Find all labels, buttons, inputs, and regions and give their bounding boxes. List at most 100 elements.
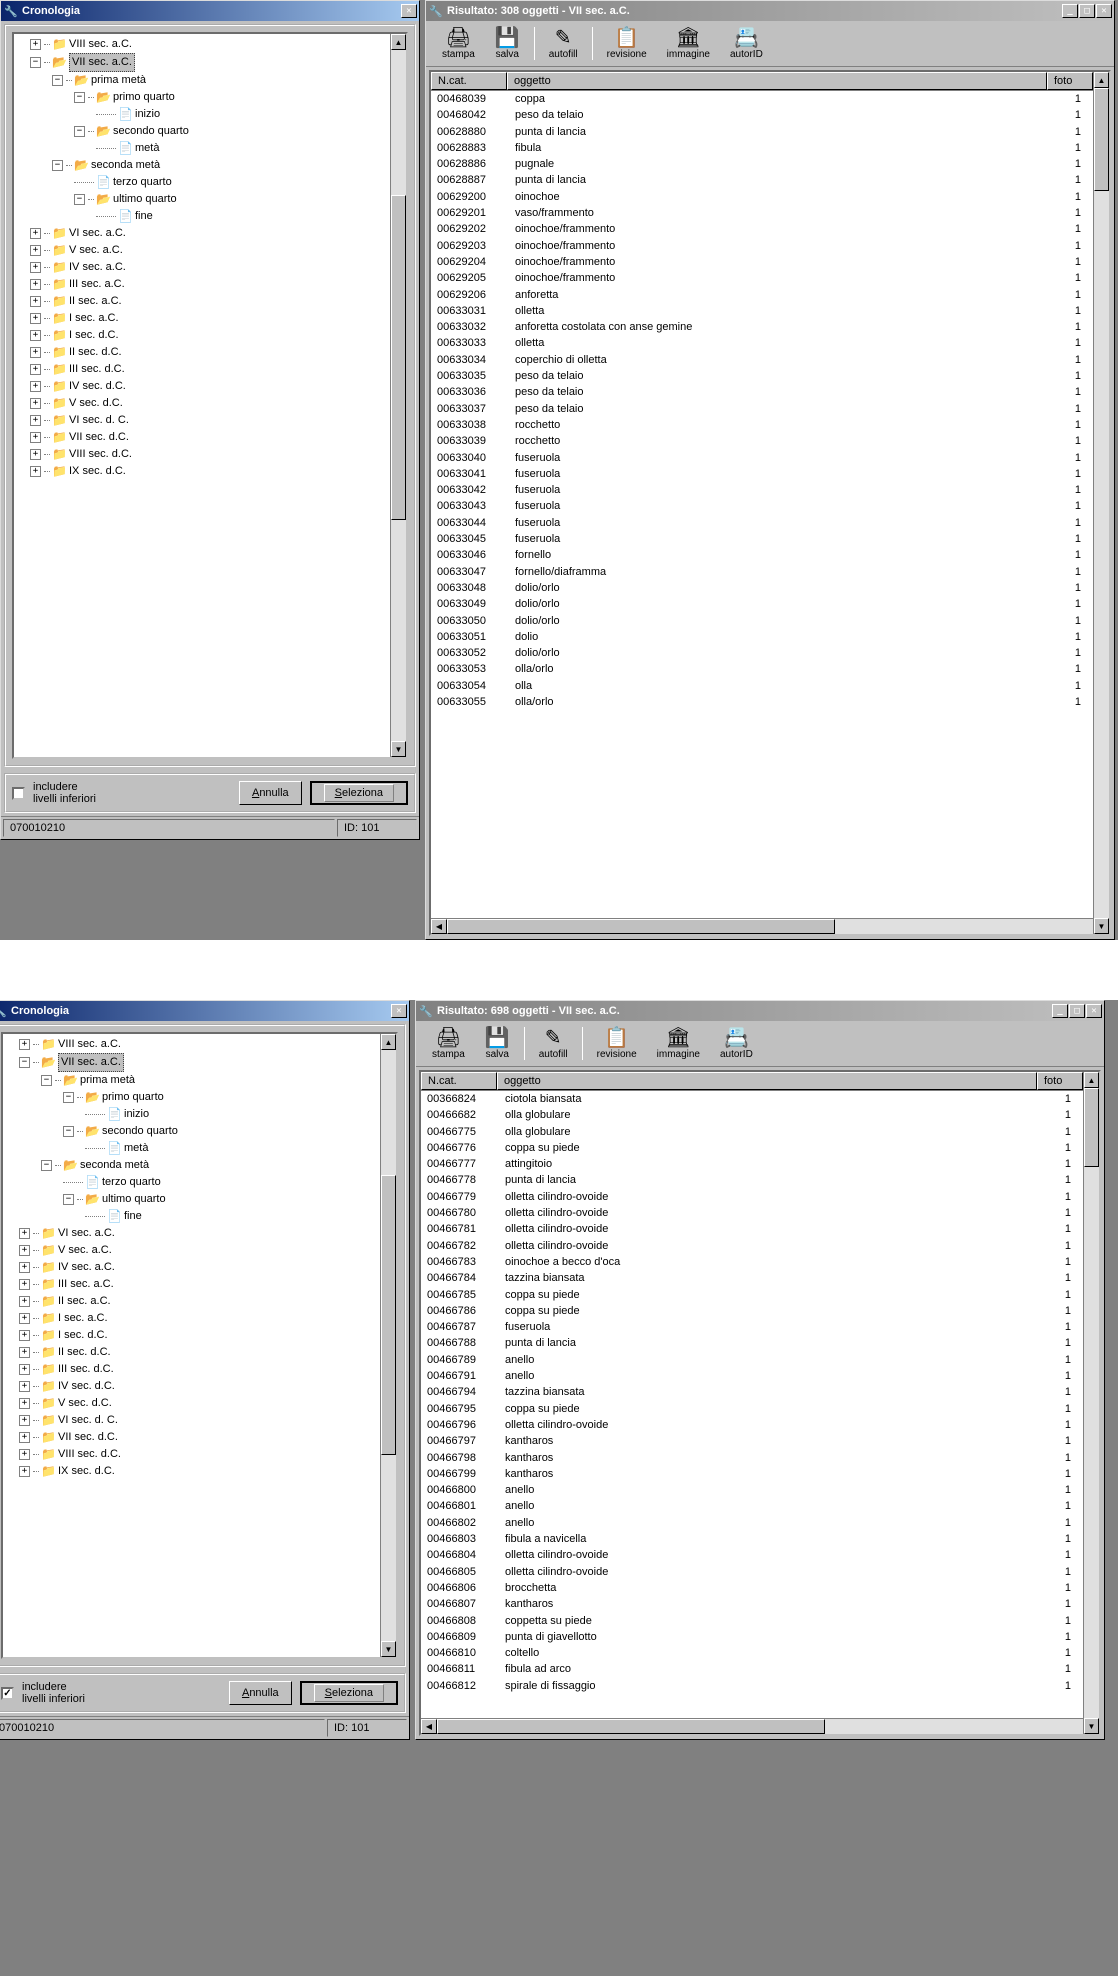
tree-item[interactable]: −📂secondo quarto (18, 123, 402, 140)
minimize-button[interactable]: _ (1062, 4, 1078, 18)
table-row[interactable]: 00633039rocchetto1 (431, 433, 1093, 449)
table-body[interactable]: 00468039coppa100468042peso da telaio1 006… (431, 91, 1109, 918)
tree-item[interactable]: −📂VII sec. a.C. (18, 53, 402, 72)
table-row[interactable]: 00633046fornello1 (431, 547, 1093, 563)
tree-item[interactable]: −📂primo quarto (18, 89, 402, 106)
table-row[interactable]: 00468039coppa1 (431, 91, 1093, 107)
table-row[interactable]: 00633031olletta1 (431, 303, 1093, 319)
table-row[interactable]: 00628886pugnale1 (431, 156, 1093, 172)
column-header-foto[interactable]: foto (1037, 1072, 1083, 1090)
scroll-thumb[interactable] (391, 195, 406, 520)
minimize-button[interactable]: _ (1052, 1004, 1068, 1018)
table-row[interactable]: 00633038rocchetto1 (431, 417, 1093, 433)
table-row[interactable]: 00628887punta di lancia1 (431, 172, 1093, 188)
table-row[interactable]: 00466797kantharos1 (421, 1433, 1083, 1449)
tree-expander-icon[interactable]: + (19, 1262, 30, 1273)
table-row[interactable]: 00633047fornello/diaframma1 (431, 564, 1093, 580)
toolbar-immagine-button[interactable]: 🏛immagine (657, 25, 720, 62)
table-row[interactable]: 00633048dolio/orlo1 (431, 580, 1093, 596)
tree-expander-icon[interactable]: + (19, 1432, 30, 1443)
tree-item[interactable]: −📂ultimo quarto (18, 191, 402, 208)
table-body[interactable]: 00366824ciotola biansata100466682olla gl… (421, 1091, 1099, 1718)
scroll-down-button[interactable]: ▼ (381, 1641, 396, 1657)
toolbar-autorID-button[interactable]: 📇autorID (720, 25, 773, 62)
table-row[interactable]: 00633032anforetta costolata con anse gem… (431, 319, 1093, 335)
table-row[interactable]: 00629200oinochoe1 (431, 189, 1093, 205)
tree-item[interactable]: +📁II sec. a.C. (7, 1293, 392, 1310)
table-row[interactable]: 00366824ciotola biansata1 (421, 1091, 1083, 1107)
table-row[interactable]: 00633049dolio/orlo1 (431, 596, 1093, 612)
tree-expander-icon[interactable]: + (30, 313, 41, 324)
tree-item[interactable]: +📁VI sec. d. C. (18, 412, 402, 429)
table-row[interactable]: 00633041fuseruola1 (431, 466, 1093, 482)
tree-item[interactable]: 📄terzo quarto (18, 174, 402, 191)
scroll-up-button[interactable]: ▲ (1094, 72, 1109, 88)
tree-expander-icon[interactable]: − (52, 75, 63, 86)
tree-item[interactable]: +📁V sec. a.C. (18, 242, 402, 259)
tree-item[interactable]: +📁III sec. d.C. (18, 361, 402, 378)
tree-expander-icon[interactable]: + (19, 1449, 30, 1460)
tree-expander-icon[interactable]: + (30, 330, 41, 341)
horizontal-scrollbar[interactable]: ◀▶ (421, 1718, 1099, 1734)
tree-item[interactable]: +📁VIII sec. a.C. (7, 1036, 392, 1053)
tree-item[interactable]: +📁V sec. d.C. (18, 395, 402, 412)
toolbar-salva-button[interactable]: 💾salva (475, 1025, 520, 1062)
toolbar-revisione-button[interactable]: 📋revisione (587, 1025, 647, 1062)
table-row[interactable]: 00466811fibula ad arco1 (421, 1661, 1083, 1677)
tree-expander-icon[interactable]: − (30, 57, 41, 68)
tree-expander-icon[interactable]: + (30, 381, 41, 392)
table-row[interactable]: 00466795coppa su piede1 (421, 1401, 1083, 1417)
tree-item[interactable]: +📁VI sec. a.C. (7, 1225, 392, 1242)
include-checkbox[interactable]: ✓ (1, 1687, 14, 1700)
scroll-down-button[interactable]: ▼ (1094, 918, 1109, 934)
tree-expander-icon[interactable]: + (30, 347, 41, 358)
table-row[interactable]: 00466777attingitoio1 (421, 1156, 1083, 1172)
tree-expander-icon[interactable]: − (63, 1194, 74, 1205)
scroll-thumb[interactable] (381, 1175, 396, 1455)
tree-expander-icon[interactable]: + (30, 228, 41, 239)
table-row[interactable]: 00466781olletta cilindro-ovoide1 (421, 1221, 1083, 1237)
column-header-ncat[interactable]: N.cat. (421, 1072, 497, 1090)
tree-item[interactable]: +📁VI sec. a.C. (18, 225, 402, 242)
tree-expander-icon[interactable]: − (74, 126, 85, 137)
tree-item[interactable]: +📁VI sec. d. C. (7, 1412, 392, 1429)
titlebar[interactable]: 🔧Cronologia✕ (1, 1, 419, 21)
table-row[interactable]: 00468042peso da telaio1 (431, 107, 1093, 123)
tree-item[interactable]: +📁III sec. a.C. (18, 276, 402, 293)
table-row[interactable]: 00633042fuseruola1 (431, 482, 1093, 498)
column-header-foto[interactable]: foto (1047, 72, 1093, 90)
tree-expander-icon[interactable]: + (19, 1381, 30, 1392)
tree-expander-icon[interactable]: + (30, 279, 41, 290)
tree-expander-icon[interactable]: + (30, 398, 41, 409)
table-row[interactable]: 00466800anello1 (421, 1482, 1083, 1498)
table-row[interactable]: 00466786coppa su piede1 (421, 1303, 1083, 1319)
toolbar-autofill-button[interactable]: ✎autofill (529, 1025, 578, 1062)
table-row[interactable]: 00633043fuseruola1 (431, 498, 1093, 514)
table-row[interactable]: 00633054olla1 (431, 678, 1093, 694)
tree-expander-icon[interactable]: + (19, 1296, 30, 1307)
tree-item[interactable]: +📁I sec. a.C. (7, 1310, 392, 1327)
tree-expander-icon[interactable]: + (30, 364, 41, 375)
table-row[interactable]: 00633053olla/orlo1 (431, 661, 1093, 677)
table-row[interactable]: 00466798kantharos1 (421, 1450, 1083, 1466)
tree-item[interactable]: +📁II sec. a.C. (18, 293, 402, 310)
table-row[interactable]: 00466808coppetta su piede1 (421, 1613, 1083, 1629)
table-row[interactable]: 00633040fuseruola1 (431, 450, 1093, 466)
toolbar-autorID-button[interactable]: 📇autorID (710, 1025, 763, 1062)
tree-expander-icon[interactable]: + (19, 1415, 30, 1426)
tree-item[interactable]: 📄fine (18, 208, 402, 225)
tree-expander-icon[interactable]: + (30, 39, 41, 50)
table-row[interactable]: 00633033olletta1 (431, 335, 1093, 351)
tree-expander-icon[interactable]: + (19, 1330, 30, 1341)
tree-item[interactable]: +📁VIII sec. d.C. (7, 1446, 392, 1463)
maximize-button[interactable]: □ (1069, 1004, 1085, 1018)
titlebar[interactable]: 🔧Risultato: 698 oggetti - VII sec. a.C._… (416, 1001, 1104, 1021)
tree-expander-icon[interactable]: + (30, 449, 41, 460)
table-row[interactable]: 00466784tazzina biansata1 (421, 1270, 1083, 1286)
select-button[interactable]: Seleziona (310, 781, 408, 805)
table-row[interactable]: 00466791anello1 (421, 1368, 1083, 1384)
tree-item[interactable]: +📁I sec. d.C. (7, 1327, 392, 1344)
vertical-scrollbar[interactable]: ▲▼ (1093, 72, 1109, 934)
horizontal-scrollbar[interactable]: ◀▶ (431, 918, 1109, 934)
table-row[interactable]: 00629206anforetta1 (431, 287, 1093, 303)
